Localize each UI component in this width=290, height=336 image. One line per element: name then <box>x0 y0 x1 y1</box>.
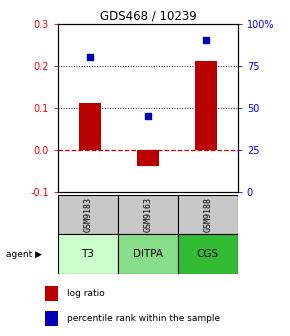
Bar <box>178 195 238 235</box>
Bar <box>118 195 178 235</box>
Bar <box>79 103 101 150</box>
Text: DITPA: DITPA <box>133 249 163 259</box>
Text: GSM9188: GSM9188 <box>203 197 212 232</box>
Bar <box>178 235 238 274</box>
Point <box>204 38 208 43</box>
Bar <box>137 150 159 166</box>
Title: GDS468 / 10239: GDS468 / 10239 <box>99 9 196 23</box>
Text: agent ▶: agent ▶ <box>6 250 42 259</box>
Text: log ratio: log ratio <box>67 289 105 298</box>
Point <box>88 54 92 60</box>
Bar <box>45 311 58 326</box>
Bar <box>118 235 178 274</box>
Text: T3: T3 <box>81 249 95 259</box>
Text: GSM9163: GSM9163 <box>143 197 153 232</box>
Bar <box>195 61 217 150</box>
Text: GSM9183: GSM9183 <box>84 197 93 232</box>
Bar <box>58 235 118 274</box>
Point <box>146 113 150 119</box>
Text: percentile rank within the sample: percentile rank within the sample <box>67 313 220 323</box>
Bar <box>45 286 58 301</box>
Text: CGS: CGS <box>197 249 219 259</box>
Bar <box>58 195 118 235</box>
